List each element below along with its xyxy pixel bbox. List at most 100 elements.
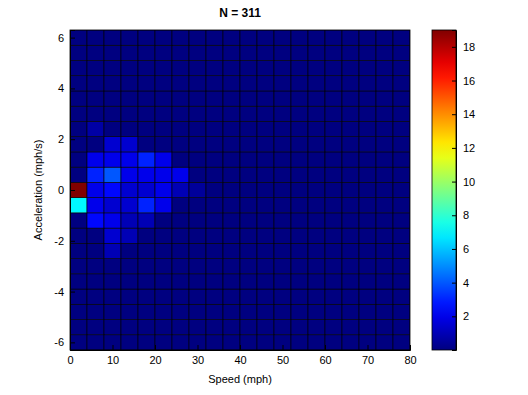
tick: 4 <box>452 277 469 289</box>
heatmap-cell <box>189 91 206 106</box>
heatmap-cell <box>325 137 342 152</box>
heatmap-cell <box>104 198 121 213</box>
heatmap-cell <box>274 274 291 289</box>
tick-mark <box>113 345 114 350</box>
heatmap-cell <box>70 76 87 91</box>
heatmap-cell <box>138 228 155 243</box>
heatmap-cell <box>138 213 155 228</box>
heatmap-cell <box>172 274 189 289</box>
heatmap-cell <box>308 335 325 350</box>
tick-label: 60 <box>319 354 331 366</box>
heatmap-cell <box>87 30 104 45</box>
heatmap-cell <box>223 60 240 75</box>
heatmap-cell <box>325 335 342 350</box>
heatmap-cell <box>257 228 274 243</box>
heatmap-cell <box>393 76 410 91</box>
heatmap-cell <box>138 30 155 45</box>
heatmap-cell <box>291 320 308 335</box>
heatmap-cell <box>172 259 189 274</box>
heatmap-cell <box>359 274 376 289</box>
heatmap-cell <box>393 137 410 152</box>
tick-mark <box>452 47 456 48</box>
tick: 6 <box>452 243 469 255</box>
colorbar <box>432 30 456 350</box>
tick-mark <box>325 345 326 350</box>
heatmap-cell <box>308 213 325 228</box>
heatmap-cell <box>291 106 308 121</box>
heatmap-cell <box>121 60 138 75</box>
heatmap-cell <box>172 182 189 197</box>
heatmap-cell <box>274 60 291 75</box>
heatmap-cell <box>376 182 393 197</box>
heatmap-cell <box>325 60 342 75</box>
heatmap-cell <box>206 167 223 182</box>
heatmap-cell <box>291 76 308 91</box>
heatmap-cell <box>308 45 325 60</box>
heatmap-cell <box>189 289 206 304</box>
heatmap-cell <box>87 320 104 335</box>
heatmap-cell <box>189 60 206 75</box>
heatmap-cell <box>87 76 104 91</box>
heatmap-cell <box>121 76 138 91</box>
heatmap-cell <box>155 45 172 60</box>
heatmap-cell <box>342 91 359 106</box>
heatmap-cell <box>308 274 325 289</box>
heatmap-cell <box>155 91 172 106</box>
heatmap-cell <box>274 121 291 136</box>
heatmap-cell <box>325 304 342 319</box>
heatmap-cell <box>240 304 257 319</box>
heatmap-cell <box>274 182 291 197</box>
heatmap-cell <box>291 335 308 350</box>
heatmap-cell <box>189 45 206 60</box>
tick-mark <box>410 345 411 350</box>
heatmap-cell <box>376 167 393 182</box>
heatmap-cell <box>257 289 274 304</box>
heatmap-cell <box>155 228 172 243</box>
heatmap-cell <box>172 228 189 243</box>
heatmap-cell <box>359 198 376 213</box>
heatmap-cell <box>155 243 172 258</box>
heatmap-cell <box>138 182 155 197</box>
heatmap-cell <box>155 198 172 213</box>
heatmap-cell <box>257 121 274 136</box>
y-axis-title: Acceleration (mph/s) <box>32 140 44 241</box>
heatmap-cell <box>240 259 257 274</box>
heatmap-cell <box>223 274 240 289</box>
heatmap-cell <box>172 137 189 152</box>
tick: 40 <box>234 345 246 366</box>
heatmap-cell <box>376 274 393 289</box>
heatmap-cell <box>291 45 308 60</box>
heatmap-cell <box>240 274 257 289</box>
heatmap-cell <box>240 30 257 45</box>
heatmap-cell <box>393 320 410 335</box>
heatmap-cell <box>206 198 223 213</box>
heatmap-cell <box>87 274 104 289</box>
heatmap-cell <box>274 76 291 91</box>
heatmap-cell <box>104 60 121 75</box>
tick-mark <box>70 342 75 343</box>
heatmap-cell <box>121 152 138 167</box>
heatmap-cell <box>308 182 325 197</box>
heatmap-cell <box>223 259 240 274</box>
heatmap-cell <box>206 45 223 60</box>
heatmap-cell <box>342 76 359 91</box>
heatmap-cell <box>376 243 393 258</box>
tick-label: 6 <box>58 32 64 44</box>
heatmap-cell <box>70 45 87 60</box>
heatmap-cell <box>138 76 155 91</box>
heatmap-cell <box>155 335 172 350</box>
heatmap-cell <box>172 243 189 258</box>
heatmap-cell <box>155 121 172 136</box>
heatmap-cell <box>274 91 291 106</box>
tick-mark <box>452 316 456 317</box>
heatmap-cell <box>121 228 138 243</box>
heatmap-cell <box>240 167 257 182</box>
heatmap-cell <box>87 152 104 167</box>
heatmap-cell <box>104 228 121 243</box>
tick-label: 2 <box>463 310 469 322</box>
heatmap-cell <box>291 198 308 213</box>
heatmap-cell <box>206 289 223 304</box>
heatmap-cell <box>376 213 393 228</box>
heatmap-cell <box>274 259 291 274</box>
tick-label: 18 <box>463 41 475 53</box>
